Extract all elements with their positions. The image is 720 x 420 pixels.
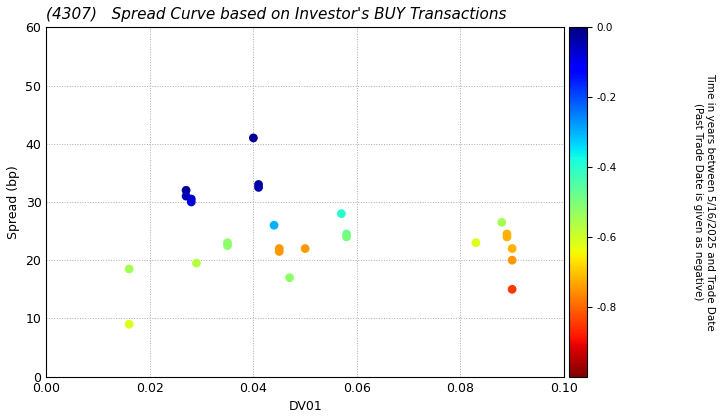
Point <box>506 257 518 263</box>
Point <box>222 239 233 246</box>
Point <box>123 321 135 328</box>
Text: (4307)   Spread Curve based on Investor's BUY Transactions: (4307) Spread Curve based on Investor's … <box>46 7 507 22</box>
Point <box>123 265 135 272</box>
Point <box>501 234 513 240</box>
Point <box>180 187 192 194</box>
Point <box>501 231 513 237</box>
Point <box>186 199 197 205</box>
Point <box>253 181 264 188</box>
Point <box>300 245 311 252</box>
Point <box>496 219 508 226</box>
Y-axis label: Time in years between 5/16/2025 and Trade Date
(Past Trade Date is given as nega: Time in years between 5/16/2025 and Trad… <box>693 73 715 331</box>
Point <box>341 234 352 240</box>
Point <box>274 245 285 252</box>
Point <box>470 239 482 246</box>
Point <box>506 286 518 293</box>
Point <box>180 193 192 199</box>
Point <box>248 134 259 141</box>
Point <box>506 245 518 252</box>
Point <box>222 242 233 249</box>
Point <box>186 196 197 202</box>
Point <box>336 210 347 217</box>
Point <box>274 248 285 255</box>
Point <box>341 231 352 237</box>
Y-axis label: Spread (bp): Spread (bp) <box>7 165 20 239</box>
X-axis label: DV01: DV01 <box>288 400 322 413</box>
Point <box>284 274 295 281</box>
Point <box>269 222 280 228</box>
Point <box>191 260 202 266</box>
Point <box>253 184 264 191</box>
